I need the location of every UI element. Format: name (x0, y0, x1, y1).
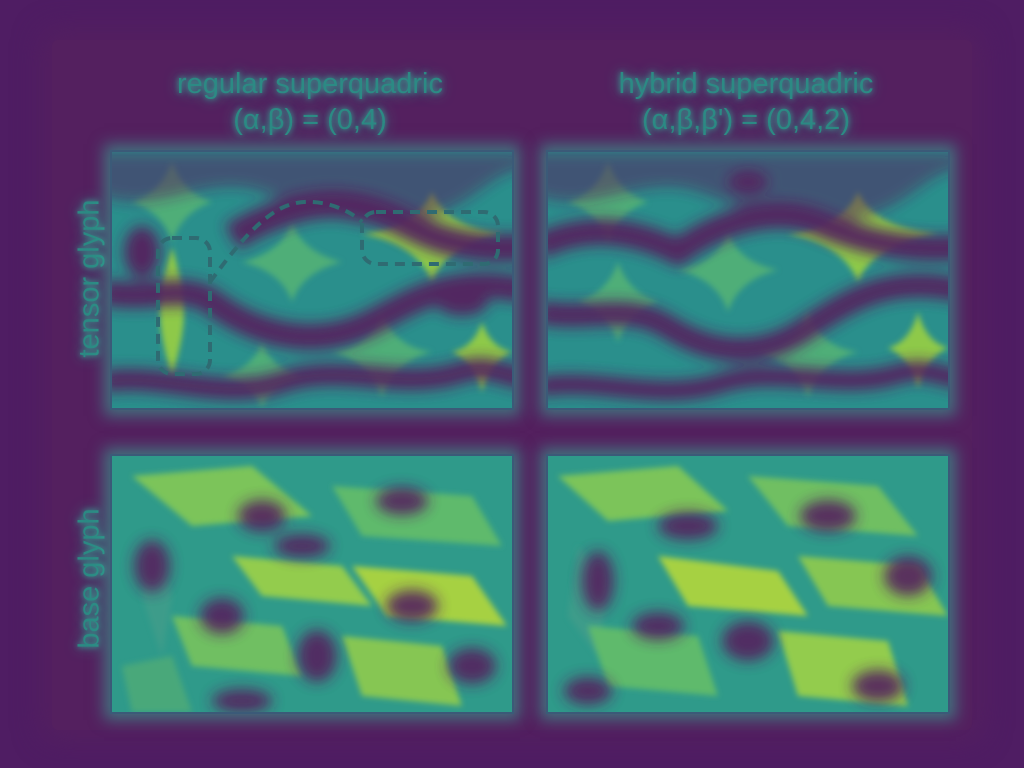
dark-gap (376, 487, 428, 515)
dark-gap (800, 500, 856, 532)
dark-gap (564, 677, 612, 705)
dark-gap (134, 540, 170, 592)
dark-gap (112, 152, 512, 225)
astroid-glyph (332, 312, 432, 397)
glyph-field-tensor-hybrid (548, 152, 948, 408)
parallelogram-glyph (588, 626, 718, 696)
dark-gap (224, 190, 512, 262)
dark-gap (728, 170, 768, 194)
panel-tensor-hybrid (546, 150, 950, 410)
panel-base-hybrid (546, 454, 950, 714)
parallelogram-glyph (332, 486, 502, 546)
column-title-hybrid-line2: (α,β,β') = (0,4,2) (642, 104, 850, 136)
dark-gap (124, 226, 160, 278)
astroid-glyph (132, 162, 212, 242)
glyph-field-base-hybrid (548, 456, 948, 712)
astroid-glyph (222, 342, 302, 408)
dark-gap (548, 273, 948, 362)
parallelogram-glyph (232, 556, 372, 606)
dark-gap (884, 556, 932, 596)
row-label-tensor-glyph: tensor glyph (73, 199, 106, 358)
panel-tensor-regular (110, 150, 514, 410)
highlight-connector (208, 199, 364, 284)
dark-gap (548, 202, 948, 268)
astroid-glyph (568, 162, 648, 242)
dark-gap (448, 648, 496, 684)
astroid-glyph (678, 232, 778, 312)
parallelogram-glyph (122, 656, 192, 712)
astroid-glyph (452, 322, 512, 392)
column-title-regular-line2: (α,β) = (0,4) (233, 104, 387, 136)
dark-gap (658, 512, 718, 540)
astroid-glyph (242, 222, 342, 302)
parallelogram-glyph (558, 466, 728, 521)
dark-gap (548, 360, 948, 401)
dark-gap (436, 288, 488, 316)
dark-gap (722, 621, 774, 661)
dark-gap (274, 534, 330, 558)
dark-gap (238, 500, 286, 532)
column-title-hybrid: hybrid superquadric (α,β,β') = (0,4,2) (546, 66, 946, 138)
astroid-glyph (888, 312, 948, 388)
column-title-regular-line1: regular superquadric (177, 68, 443, 100)
column-title-hybrid-line1: hybrid superquadric (618, 68, 874, 100)
astroid-glyph (160, 247, 184, 377)
parallelogram-glyph (658, 556, 808, 616)
glyph-field-base-regular (112, 456, 512, 712)
glyph-field-tensor-regular (112, 152, 512, 408)
dark-gap (112, 272, 512, 350)
highlight-box-horizontal (360, 210, 500, 266)
panel-base-regular (110, 454, 514, 714)
dark-gap (200, 598, 244, 634)
dark-gap (112, 358, 512, 400)
dark-gap (386, 590, 438, 622)
parallelogram-glyph (342, 636, 462, 706)
astroid-glyph (758, 312, 858, 397)
row-label-base-glyph: base glyph (73, 508, 106, 649)
highlight-box-vertical (156, 236, 212, 376)
dark-gap (852, 670, 904, 702)
column-title-regular: regular superquadric (α,β) = (0,4) (110, 66, 510, 138)
dark-gap (632, 612, 684, 640)
dark-gap (297, 630, 337, 682)
parallelogram-glyph (172, 616, 302, 676)
dark-gap (582, 551, 614, 611)
dark-gap (212, 689, 272, 712)
